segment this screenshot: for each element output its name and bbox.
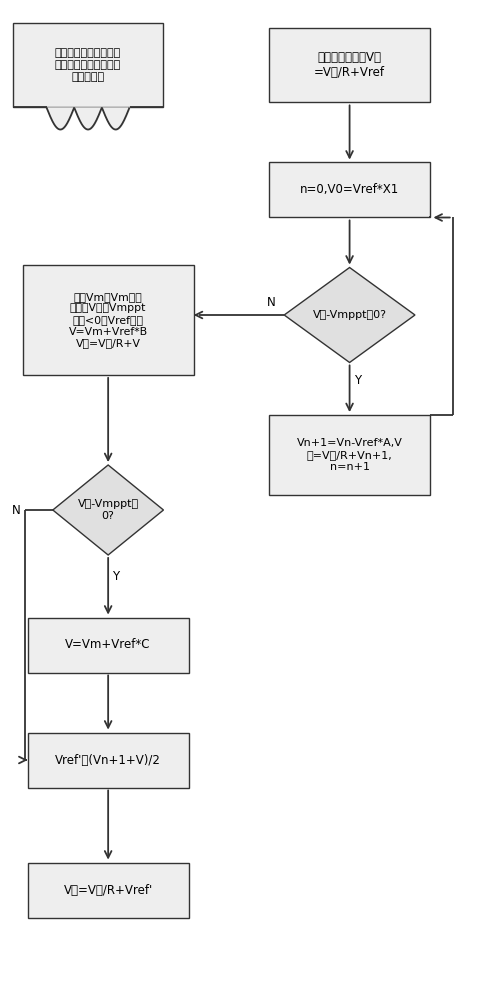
Text: N: N: [12, 504, 21, 516]
FancyBboxPatch shape: [28, 732, 189, 788]
Text: Y: Y: [354, 374, 361, 387]
FancyBboxPatch shape: [28, 862, 189, 918]
Text: 器件存在上偏差时，即
计算后的采样电压＞实
际输出电压: 器件存在上偏差时，即 计算后的采样电压＞实 际输出电压: [55, 48, 121, 82]
Text: Vref'＝(Vn+1+V)/2: Vref'＝(Vn+1+V)/2: [55, 754, 161, 766]
Text: V采-Vmppt＞0?: V采-Vmppt＞0?: [312, 310, 387, 320]
FancyBboxPatch shape: [269, 27, 430, 102]
Text: 记录Vm（Vm为首
个使得V采与Vmppt
差值<0的Vref值）
V=Vm+Vref*B
V采=V实/R+V: 记录Vm（Vm为首 个使得V采与Vmppt 差值<0的Vref值） V=Vm+V…: [68, 292, 148, 348]
Text: V采=V实/R+Vref': V采=V实/R+Vref': [63, 884, 153, 896]
Text: N: N: [267, 296, 276, 309]
Text: V=Vm+Vref*C: V=Vm+Vref*C: [65, 639, 151, 652]
FancyBboxPatch shape: [269, 415, 430, 495]
FancyBboxPatch shape: [13, 22, 163, 107]
FancyBboxPatch shape: [23, 265, 194, 375]
FancyBboxPatch shape: [269, 162, 430, 217]
Text: 计算采样电压：V采
=V实/R+Vref: 计算采样电压：V采 =V实/R+Vref: [314, 51, 385, 79]
FancyBboxPatch shape: [28, 618, 189, 673]
Polygon shape: [53, 465, 163, 555]
Text: Vn+1=Vn-Vref*A,V
采=V实/R+Vn+1,
n=n+1: Vn+1=Vn-Vref*A,V 采=V实/R+Vn+1, n=n+1: [297, 438, 402, 472]
Text: Y: Y: [112, 570, 119, 584]
Text: n=0,V0=Vref*X1: n=0,V0=Vref*X1: [300, 184, 399, 196]
Text: V采-Vmppt＞
0?: V采-Vmppt＞ 0?: [77, 499, 139, 521]
Polygon shape: [284, 267, 415, 362]
